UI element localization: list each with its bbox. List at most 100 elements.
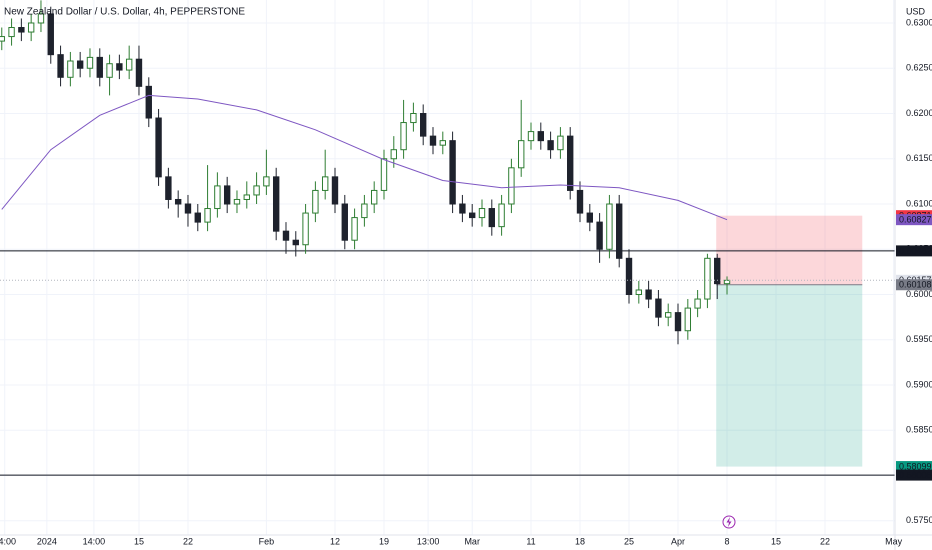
candle-body bbox=[635, 289, 643, 296]
price-tag bbox=[896, 214, 932, 226]
x-tick-label: 14:00 bbox=[83, 536, 106, 546]
candle-body bbox=[576, 189, 584, 214]
candle-body bbox=[341, 203, 348, 241]
candle-body bbox=[37, 13, 45, 24]
candle-body bbox=[96, 56, 103, 78]
candle-body bbox=[370, 189, 378, 205]
price-tag-label: 0.58005 bbox=[899, 470, 932, 480]
candle-body bbox=[704, 257, 711, 300]
candle-body bbox=[694, 298, 701, 309]
x-tick-label: 8 bbox=[725, 536, 730, 546]
alert-icon[interactable] bbox=[722, 515, 736, 529]
x-tick-label: 22 bbox=[183, 536, 193, 546]
candle-body bbox=[272, 176, 280, 232]
price-tag-label: 0.60108 bbox=[899, 280, 932, 290]
candle-body bbox=[586, 212, 594, 223]
axes: 0.575000.580000.585000.590000.595000.600… bbox=[0, 17, 932, 546]
candle-body bbox=[223, 185, 231, 205]
candle-body bbox=[518, 140, 525, 169]
candle-body bbox=[321, 176, 329, 191]
candle-body bbox=[674, 312, 682, 332]
candle-body bbox=[665, 312, 672, 318]
candle-body bbox=[361, 203, 368, 219]
chart-title: New Zealand Dollar / U.S. Dollar, 4h, PE… bbox=[4, 7, 245, 18]
candle-body bbox=[125, 58, 133, 71]
candle-body bbox=[380, 158, 388, 191]
candle-body bbox=[469, 212, 476, 219]
moving-average bbox=[1, 94, 728, 221]
candle-body bbox=[243, 194, 250, 200]
candle-body bbox=[263, 176, 270, 187]
candle-body bbox=[596, 221, 603, 250]
currency-label: USD bbox=[906, 6, 926, 16]
candle-body bbox=[606, 203, 613, 250]
candle-body bbox=[557, 135, 564, 151]
candle-body bbox=[419, 112, 427, 137]
candle-body bbox=[527, 131, 535, 142]
candle-body bbox=[135, 58, 143, 87]
target-zone bbox=[716, 284, 863, 467]
x-tick-label: 15 bbox=[134, 536, 144, 546]
candle-body bbox=[400, 122, 407, 151]
candle-body bbox=[292, 239, 299, 246]
x-tick-label: 13:00 bbox=[417, 536, 440, 546]
candle-body bbox=[547, 140, 554, 151]
candle-body bbox=[410, 112, 417, 124]
x-tick-label: Apr bbox=[671, 536, 685, 546]
candle-body bbox=[8, 27, 15, 38]
candle-body bbox=[449, 140, 456, 205]
x-tick-label: 11 bbox=[526, 536, 535, 546]
candle-body bbox=[67, 60, 74, 78]
x-tick-label: 18 bbox=[575, 536, 585, 546]
candle-body bbox=[567, 135, 574, 191]
candle-body bbox=[204, 208, 211, 223]
candle-body bbox=[155, 117, 162, 178]
position-zones bbox=[716, 215, 863, 467]
plot bbox=[0, 0, 895, 476]
x-tick-label: 15 bbox=[771, 536, 781, 546]
x-tick-label: 19 bbox=[379, 536, 389, 546]
candle-body bbox=[488, 208, 495, 228]
candle-body bbox=[498, 203, 505, 228]
x-tick-label: Feb bbox=[259, 536, 275, 546]
candle-body bbox=[439, 140, 446, 146]
candle-body bbox=[351, 217, 358, 241]
candle-body bbox=[0, 36, 5, 42]
candle-body bbox=[684, 307, 692, 332]
candle-body bbox=[508, 167, 515, 205]
candle-body bbox=[655, 298, 662, 318]
price-tag bbox=[896, 245, 932, 257]
price-tag-label: 0.60827 bbox=[899, 215, 932, 225]
candle-body bbox=[145, 85, 152, 119]
candle-body bbox=[478, 208, 486, 219]
candle-body bbox=[302, 212, 309, 246]
candle-body bbox=[47, 13, 54, 56]
candle-body bbox=[106, 63, 113, 78]
x-tick-label: 12 bbox=[330, 536, 340, 546]
candle-body bbox=[312, 189, 319, 214]
price-tag bbox=[896, 469, 932, 481]
candle-body bbox=[537, 131, 544, 142]
candle-body bbox=[616, 203, 623, 259]
x-tick-label: Mar bbox=[464, 536, 480, 546]
x-tick-label: 22 bbox=[820, 536, 830, 546]
grid bbox=[0, 0, 895, 535]
stop-zone bbox=[716, 215, 863, 285]
candle-body bbox=[174, 198, 182, 205]
candle-body bbox=[194, 212, 201, 223]
y-tick-label: 0.63000 bbox=[906, 17, 932, 27]
candle-body bbox=[282, 230, 290, 241]
candle-body bbox=[253, 185, 260, 196]
candle-body bbox=[86, 56, 94, 69]
candle-body bbox=[625, 257, 633, 296]
candle-body bbox=[429, 135, 437, 146]
